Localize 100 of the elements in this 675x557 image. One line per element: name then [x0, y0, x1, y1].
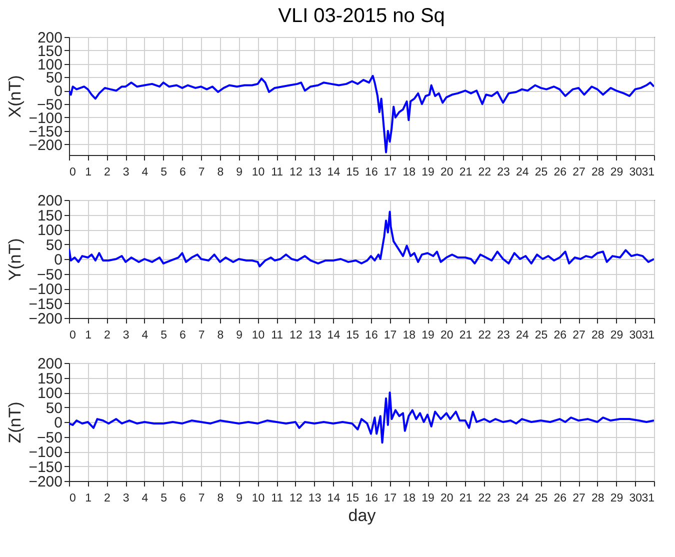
x-tick-label: 0	[70, 492, 76, 504]
y-tick-label: −50	[37, 429, 62, 446]
x-tick-label: 8	[217, 492, 224, 504]
y-tick-label: 100	[37, 222, 62, 239]
x-tick-label: 15	[346, 330, 359, 342]
line-series	[69, 392, 654, 444]
y-axis-title: Z(nT)	[6, 402, 25, 444]
y-tick-label: 50	[46, 400, 62, 417]
y-tick-label: 200	[37, 192, 62, 210]
y-tick-label: −200	[28, 310, 62, 328]
x-tick-label: 10	[252, 330, 265, 342]
line-series	[69, 210, 654, 268]
x-tick-label: 18	[402, 166, 416, 178]
x-tick-label: 16	[365, 166, 378, 178]
x-tick-label: 20	[440, 166, 454, 178]
x-tick-label: 28	[591, 330, 604, 342]
y-tick-label: 100	[37, 385, 62, 402]
x-tick-label: 4	[142, 166, 149, 178]
y-tick-label: −100	[28, 281, 62, 298]
y-axis-title: Y(nT)	[6, 238, 25, 281]
x-tick-label: 19	[422, 330, 434, 342]
x-tick-label: 31	[642, 330, 654, 342]
x-tick-label: 29	[610, 166, 624, 178]
x-tick-label: 2	[104, 492, 110, 504]
y-tick-label: −150	[28, 458, 62, 476]
y-axis-title: X(nT)	[6, 75, 25, 118]
x-tick-label: 5	[160, 330, 168, 342]
x-tick-label: 12	[290, 166, 302, 178]
y-tick-label: 150	[37, 370, 62, 388]
x-tick-label: 4	[142, 492, 149, 504]
x-tick-label: 15	[346, 166, 359, 178]
x-tick-label: 30	[629, 330, 642, 342]
x-tick-label: 5	[160, 166, 168, 178]
x-tick-label: 14	[327, 492, 341, 504]
x-tick-label: 28	[591, 166, 604, 178]
y-tick-label: −50	[37, 266, 62, 284]
x-tick-label: 9	[236, 166, 243, 178]
x-tick-label: 21	[459, 166, 472, 178]
x-tick-label: 24	[516, 492, 530, 504]
x-tick-label: 12	[290, 492, 302, 504]
x-tick-label: 1	[85, 166, 92, 178]
y-tick-label: −100	[28, 444, 62, 461]
y-tick-label: 50	[46, 236, 62, 254]
x-tick-label: 21	[459, 492, 472, 504]
x-tick-label: 10	[252, 492, 265, 504]
x-tick-label: 25	[534, 330, 548, 342]
x-tick-label: 31	[642, 492, 654, 504]
y-tick-label: 0	[54, 414, 62, 432]
y-tick-label: −150	[28, 296, 62, 313]
x-tick-label: 17	[384, 492, 397, 504]
x-tick-label: 20	[440, 492, 454, 504]
x-tick-label: 19	[422, 166, 434, 178]
x-tick-label: 16	[365, 330, 378, 342]
line-series	[69, 74, 654, 154]
x-tick-label: 21	[459, 330, 472, 342]
x-tick-label: 0	[70, 166, 76, 178]
x-tick-label: 3	[122, 166, 130, 178]
x-tick-label: 23	[497, 492, 510, 504]
x-tick-label: 12	[290, 330, 302, 342]
y-tick-label: 150	[37, 207, 62, 224]
x-tick-label: 19	[422, 492, 434, 504]
x-tick-label: 18	[402, 330, 416, 342]
x-tick-label: 29	[610, 330, 624, 342]
x-tick-label: 25	[534, 492, 548, 504]
x-tick-label: 13	[308, 166, 322, 178]
x-tick-label: 29	[610, 492, 624, 504]
x-tick-label: 15	[346, 492, 359, 504]
x-tick-label: 22	[478, 166, 492, 178]
x-tick-label: 6	[180, 330, 186, 342]
x-tick-label: 11	[271, 492, 284, 504]
x-tick-label: 23	[497, 330, 510, 342]
x-tick-label: 27	[572, 330, 586, 342]
x-tick-label: 26	[554, 492, 567, 504]
x-tick-label: 13	[308, 492, 322, 504]
x-tick-label: 23	[497, 166, 510, 178]
x-tick-label: 20	[440, 330, 454, 342]
x-tick-label: 25	[534, 166, 548, 178]
x-tick-label: 1	[85, 330, 92, 342]
x-tick-label: 13	[308, 330, 322, 342]
x-tick-label: 27	[572, 492, 586, 504]
x-tick-label: 27	[572, 166, 586, 178]
x-tick-label: 7	[198, 492, 205, 504]
x-tick-label: 0	[70, 330, 76, 342]
y-tick-label: 0	[54, 252, 62, 268]
x-tick-label: 30	[629, 166, 642, 178]
x-tick-label: 30	[629, 492, 642, 504]
x-tick-label: 17	[384, 330, 397, 342]
x-axis-title: day	[348, 506, 376, 525]
x-tick-label: 18	[402, 492, 416, 504]
x-tick-label: 8	[217, 166, 224, 178]
x-tick-label: 6	[180, 166, 186, 178]
x-tick-label: 3	[122, 330, 130, 342]
x-tick-label: 9	[236, 492, 243, 504]
x-tick-label: 2	[104, 166, 110, 178]
y-tick-label: −200	[28, 474, 62, 490]
x-tick-label: 3	[122, 492, 130, 504]
x-tick-label: 5	[160, 492, 168, 504]
x-tick-label: 28	[591, 492, 604, 504]
x-tick-label: 17	[384, 166, 397, 178]
x-tick-label: 22	[478, 330, 492, 342]
